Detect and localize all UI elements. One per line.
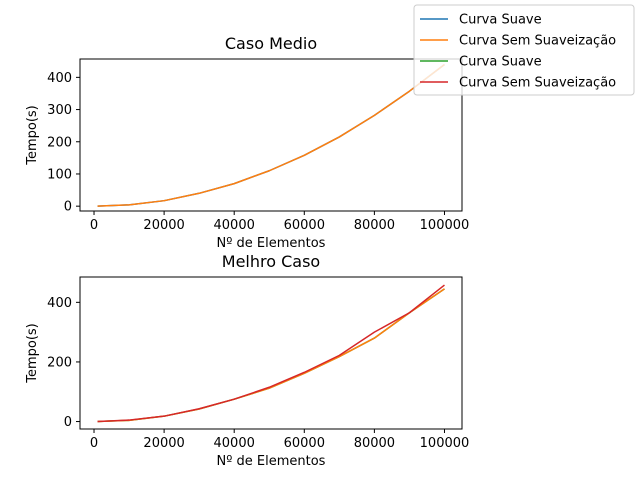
- y-tick-label: 200: [47, 355, 72, 370]
- y-tick-label: 400: [47, 71, 72, 86]
- y-tick-label: 0: [64, 415, 72, 430]
- series-line-3: [97, 284, 445, 423]
- x-tick-label: 0: [90, 218, 98, 233]
- x-tick-label: 100000: [420, 436, 470, 451]
- y-axis-label: Tempo(s): [25, 105, 40, 166]
- x-tick-label: 20000: [143, 218, 184, 233]
- legend-box: [413, 4, 635, 96]
- x-tick-label: 100000: [420, 218, 470, 233]
- y-tick-label: 100: [47, 167, 72, 182]
- series-line-1: [97, 63, 445, 207]
- y-tick-label: 400: [47, 296, 72, 311]
- y-axis-label: Tempo(s): [25, 323, 40, 384]
- series-line-2: [97, 288, 445, 423]
- legend-label: Curva Sem Suaveização: [459, 34, 616, 49]
- chart-title: Melhro Caso: [222, 252, 320, 271]
- legend: Curva Suave Curva Sem Suaveização Curva Su…: [413, 4, 635, 96]
- y-tick-label: 300: [47, 103, 72, 118]
- x-tick-label: 60000: [284, 218, 325, 233]
- plot-area: [97, 63, 445, 207]
- chart-1: 0 20000 40000 60000 80000 100000 0 100 200 300 400…: [25, 34, 469, 251]
- x-tick-label: 20000: [143, 436, 184, 451]
- series-line-1: [97, 288, 445, 423]
- plot-area: [97, 284, 445, 423]
- x-tick-label: 80000: [354, 218, 395, 233]
- x-axis-label: Nº de Elementos: [217, 236, 326, 251]
- axes-frame: [79, 58, 463, 212]
- x-tick-label: 0: [90, 436, 98, 451]
- legend-label: Curva Sem Suaveização: [459, 76, 616, 91]
- x-tick-label: 60000: [284, 436, 325, 451]
- legend-label: Curva Suave: [459, 13, 542, 28]
- x-tick-label: 80000: [354, 436, 395, 451]
- x-tick-label: 40000: [214, 436, 255, 451]
- legend-label: Curva Suave: [459, 55, 542, 70]
- y-tick-label: 200: [47, 135, 72, 150]
- y-tick-label: 0: [64, 200, 72, 215]
- axes-frame: [79, 276, 463, 430]
- x-axis-label: Nº de Elementos: [217, 454, 326, 469]
- x-tick-label: 40000: [214, 218, 255, 233]
- chart-2: 0 20000 40000 60000 80000 100000 0 200 400 Melhro…: [25, 252, 469, 469]
- series-line-2: [97, 63, 445, 207]
- chart-title: Caso Medio: [225, 34, 317, 53]
